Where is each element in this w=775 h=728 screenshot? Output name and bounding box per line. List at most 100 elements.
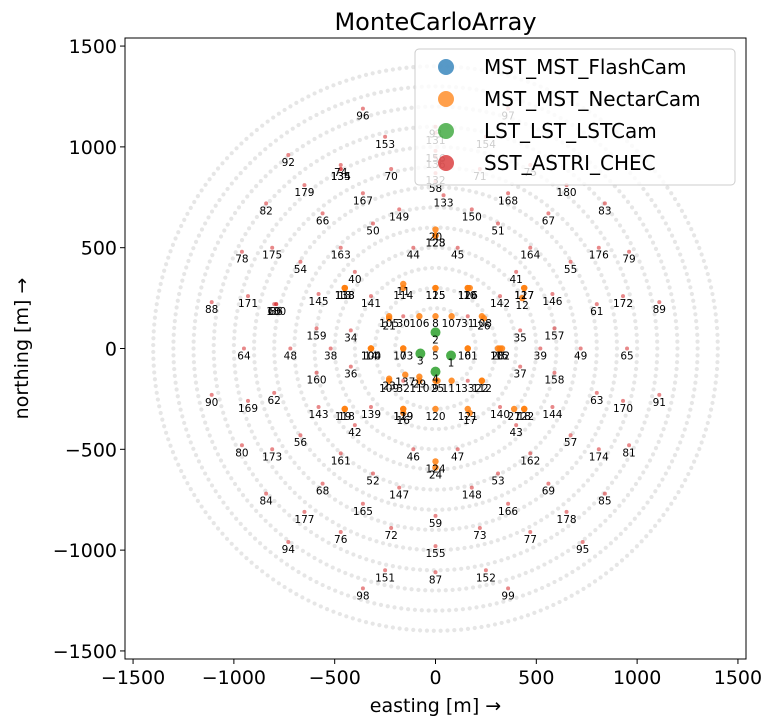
ring-dot (517, 209, 523, 214)
ring-dot (419, 507, 424, 512)
telescope-marker-31 (465, 314, 470, 319)
ring-dot (238, 521, 243, 526)
ring-dot (612, 254, 617, 259)
ring-dot (343, 480, 348, 485)
telescope-marker-92 (286, 152, 291, 157)
ring-dot (367, 447, 372, 452)
ring-dot (697, 245, 702, 251)
ring-dot (686, 220, 691, 226)
ring-dot (361, 443, 366, 448)
ring-dot (369, 268, 374, 273)
telescope-marker-103 (400, 345, 407, 352)
ring-dot (663, 221, 668, 226)
ring-dot (594, 353, 599, 358)
ring-dot (593, 260, 598, 265)
ring-dot (435, 487, 440, 492)
ring-dot (378, 238, 384, 243)
ring-dot (260, 400, 265, 405)
ring-dot (337, 419, 342, 424)
ring-dot (284, 156, 289, 161)
ring-dot (215, 240, 221, 245)
y-axis-label: northing [m] → (11, 278, 33, 420)
ring-dot (629, 487, 635, 492)
ring-dot (192, 325, 197, 331)
ring-dot (197, 292, 202, 297)
ring-dot (441, 487, 447, 492)
ring-dot (384, 130, 389, 135)
ring-dot (570, 569, 575, 575)
ring-dot (351, 461, 356, 466)
ring-dot (577, 540, 582, 546)
ring-dot (467, 441, 472, 446)
ring-dot (438, 286, 443, 291)
ring-dot (252, 536, 258, 541)
ring-dot (525, 386, 531, 391)
telescope-marker-34 (348, 328, 353, 333)
ring-dot (173, 380, 178, 385)
ring-dot (452, 403, 457, 409)
telescope-label-159: 159 (307, 330, 327, 342)
ring-dot (554, 555, 559, 561)
ring-dot (401, 147, 406, 152)
ring-dot (587, 393, 592, 398)
telescope-label-46: 46 (407, 451, 421, 463)
ring-dot (153, 383, 158, 389)
ring-dot (373, 196, 378, 201)
ring-dot (188, 205, 193, 210)
ring-dot (708, 407, 714, 412)
telescope-label-2: 2 (432, 334, 439, 346)
ring-dot (512, 360, 518, 365)
ring-dot (336, 373, 341, 378)
ring-dot (270, 227, 275, 233)
ring-dot (279, 299, 284, 304)
y-tick-label: −1500 (53, 641, 117, 663)
ring-dot (712, 387, 717, 392)
ring-dot (296, 226, 302, 232)
ring-dot (184, 427, 189, 432)
ring-dot (489, 540, 494, 545)
ring-dot (555, 531, 560, 537)
ring-dot (445, 226, 450, 231)
ring-dot (608, 298, 613, 304)
ring-dot (376, 174, 381, 179)
ring-dot (345, 99, 351, 104)
telescope-marker-142 (498, 294, 503, 299)
ring-dot (320, 302, 325, 308)
ring-dot (512, 617, 517, 622)
ring-dot (710, 291, 715, 297)
ring-dot (344, 78, 349, 83)
ring-dot (154, 302, 159, 307)
ring-dot (621, 463, 626, 468)
ring-dot (491, 581, 496, 586)
ring-dot (479, 624, 484, 630)
ring-dot (151, 329, 156, 334)
ring-dot (457, 423, 462, 428)
ring-dot (450, 267, 455, 272)
ring-dot (518, 459, 523, 464)
ring-dot (290, 566, 295, 571)
ring-dot (382, 109, 387, 115)
ring-dot (283, 480, 288, 486)
ring-dot (443, 588, 448, 593)
ring-dot (332, 353, 338, 358)
ring-dot (196, 459, 202, 464)
ring-dot (628, 241, 633, 246)
ring-dot (594, 346, 599, 351)
ring-dot (397, 66, 402, 71)
ring-dot (551, 319, 556, 324)
ring-dot (369, 176, 374, 181)
ring-dot (527, 524, 532, 530)
telescope-label-150: 150 (462, 211, 482, 223)
ring-dot (528, 191, 533, 196)
telescope-label-44: 44 (407, 250, 421, 262)
ring-dot (455, 207, 460, 212)
ring-dot (229, 181, 234, 186)
ring-dot (587, 583, 592, 588)
telescope-marker-80 (239, 443, 244, 448)
telescope-label-82: 82 (259, 205, 272, 217)
ring-dot (324, 85, 330, 90)
ring-dot (236, 302, 241, 307)
ring-dot (211, 336, 217, 341)
ring-dot (234, 176, 239, 181)
ring-dot (612, 319, 617, 324)
